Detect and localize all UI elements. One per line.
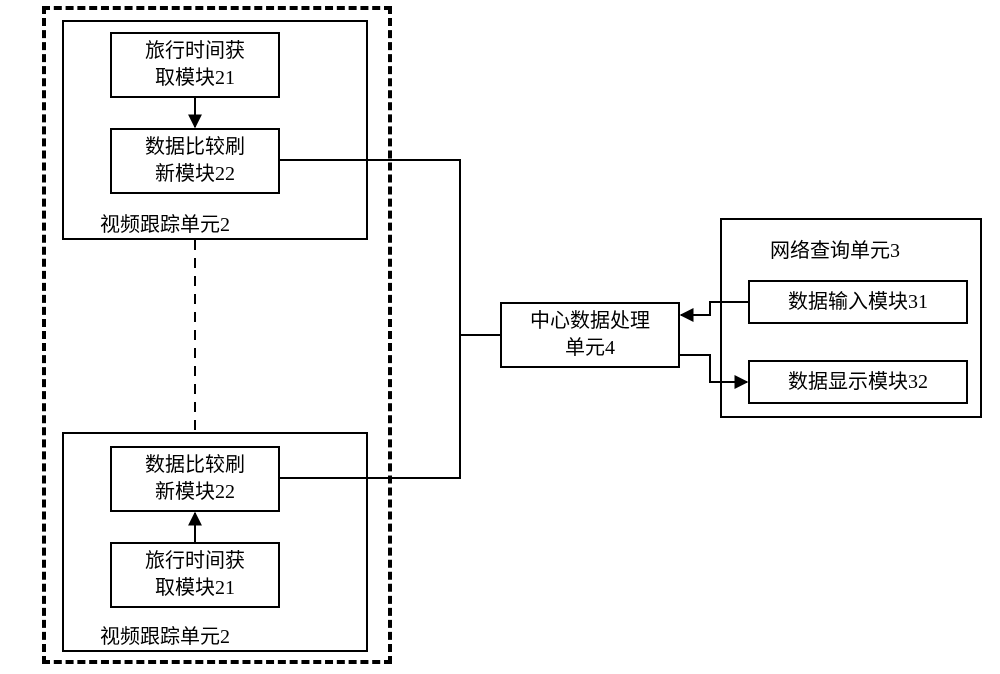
module-21-top: 旅行时间获 取模块21 <box>110 32 280 98</box>
module-32: 数据显示模块32 <box>748 360 968 404</box>
query-unit-label: 网络查询单元3 <box>770 234 900 263</box>
tracking-unit-top-label: 视频跟踪单元2 <box>100 208 230 237</box>
module-21-bottom: 旅行时间获 取模块21 <box>110 542 280 608</box>
diagram-canvas: 旅行时间获 取模块21 数据比较刷 新模块22 视频跟踪单元2 数据比较刷 新模… <box>0 0 1000 674</box>
module-22-bottom: 数据比较刷 新模块22 <box>110 446 280 512</box>
center-processing-unit: 中心数据处理 单元4 <box>500 302 680 368</box>
module-22-top: 数据比较刷 新模块22 <box>110 128 280 194</box>
module-31: 数据输入模块31 <box>748 280 968 324</box>
tracking-unit-bottom-label: 视频跟踪单元2 <box>100 620 230 649</box>
